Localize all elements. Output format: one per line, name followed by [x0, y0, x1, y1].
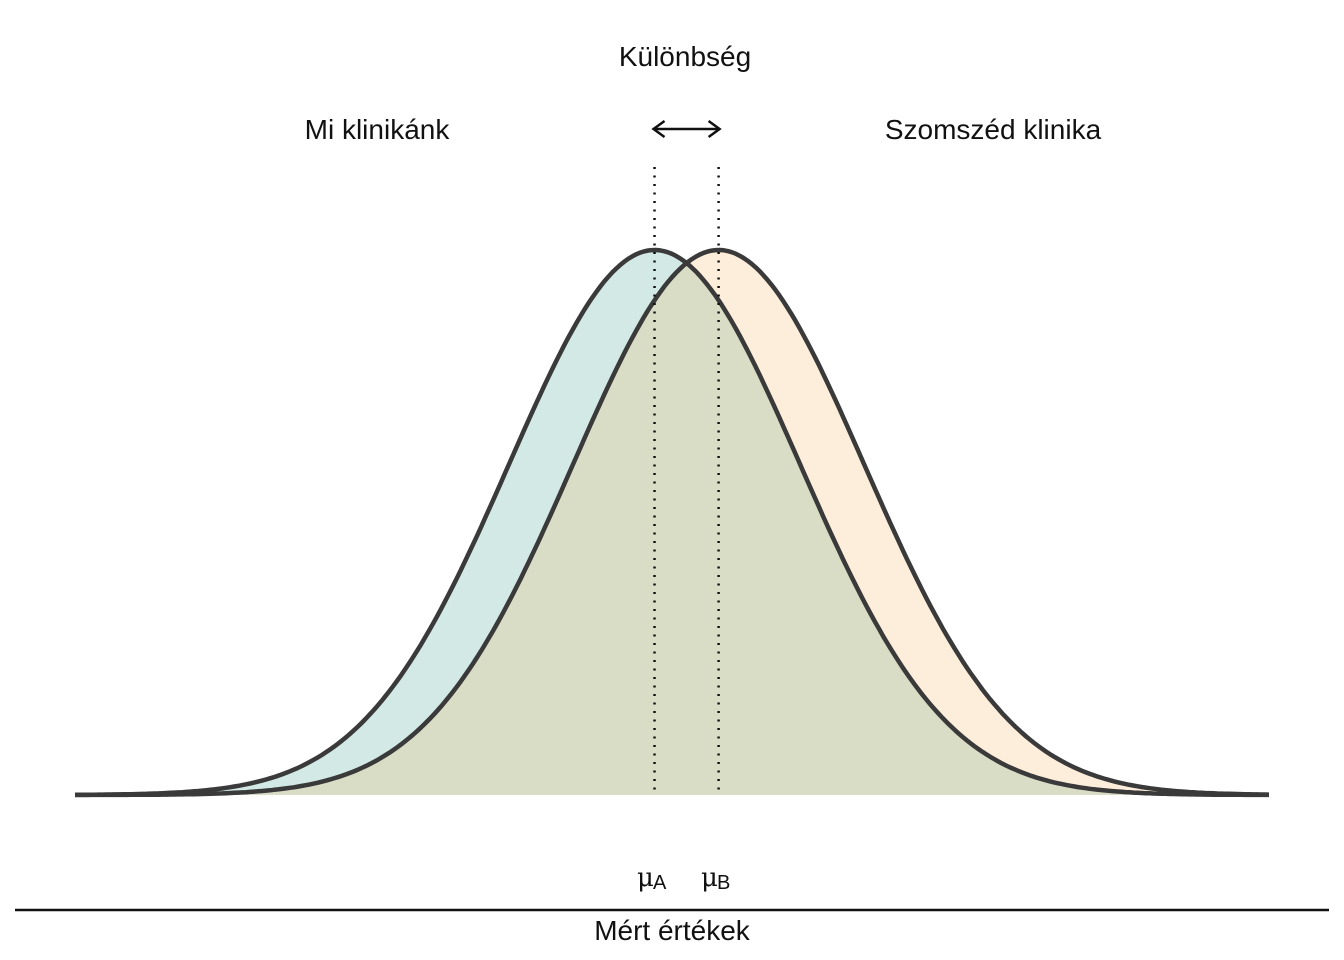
mean-a-symbol: μ [637, 863, 654, 893]
mean-a-subscript: A [653, 872, 667, 894]
difference-label: Különbség [619, 41, 751, 72]
mean-b-subscript: B [717, 872, 730, 894]
mean-a-label: μ A [637, 863, 667, 894]
x-axis-label: Mért értékek [594, 915, 751, 946]
mean-b-label: μ B [701, 863, 730, 894]
overlap-region-fill [75, 264, 1269, 796]
neighbor-clinic-curve [75, 247, 1270, 798]
neighbor-clinic-label: Szomszéd klinika [885, 114, 1102, 145]
our-clinic-label: Mi klinikánk [305, 114, 451, 145]
mean-b-symbol: μ [701, 863, 718, 893]
our-clinic-curve [75, 247, 1269, 798]
difference-double-arrow-icon [651, 119, 722, 139]
